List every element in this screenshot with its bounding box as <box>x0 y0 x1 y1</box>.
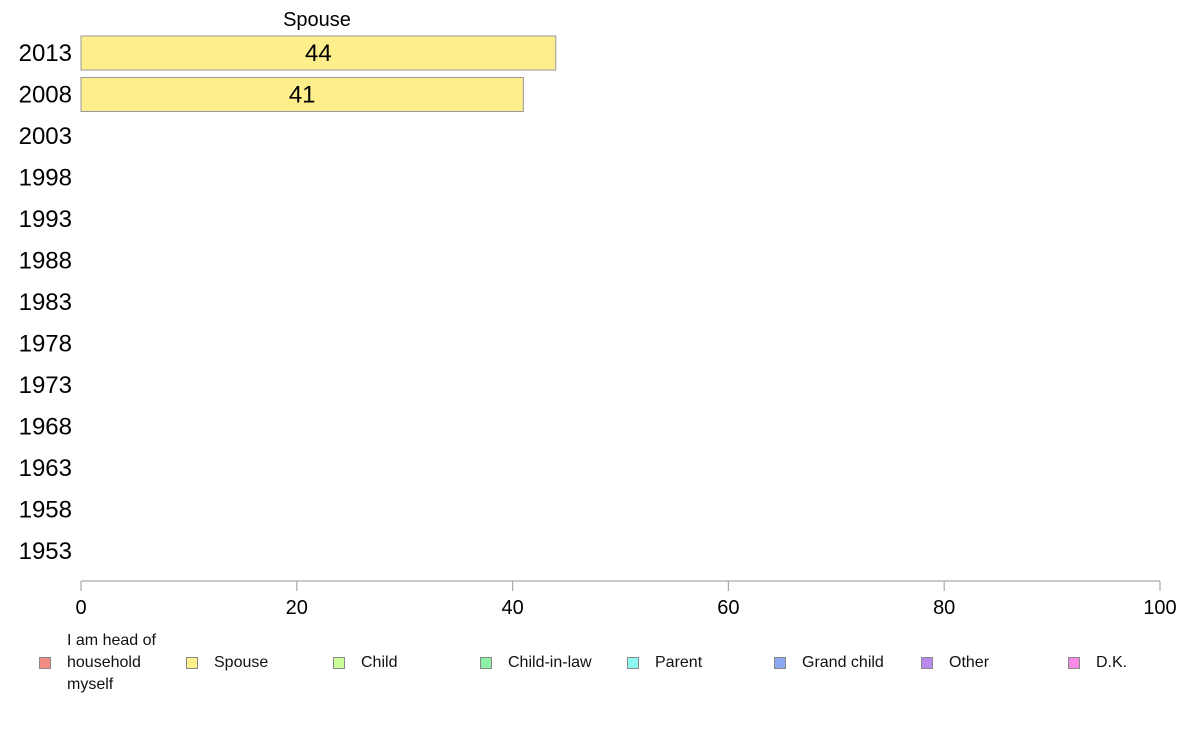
legend-item-parent: Parent <box>627 652 702 674</box>
bar <box>80 35 557 71</box>
y-tick-label: 1988 <box>19 248 72 275</box>
legend-label: D.K. <box>1096 654 1128 671</box>
x-tick-label: 0 <box>75 597 86 619</box>
y-tick-label: 2008 <box>19 82 72 109</box>
legend-swatch <box>921 657 933 669</box>
legend-item-grand-child: Grand child <box>774 652 884 674</box>
legend-label: Spouse <box>214 654 269 671</box>
x-tick-label: 100 <box>1143 597 1176 619</box>
legend: I am head of household myself Spouse Chi… <box>0 630 1188 700</box>
y-tick-label: 1973 <box>19 372 72 399</box>
legend-swatch <box>1068 657 1080 669</box>
y-tick-label: 2003 <box>19 123 72 150</box>
legend-swatch <box>333 657 345 669</box>
legend-item-spouse: Spouse <box>186 652 268 674</box>
legend-label: Child <box>361 654 398 671</box>
y-tick-label: 1958 <box>19 497 72 524</box>
legend-swatch <box>627 657 639 669</box>
y-tick-label: 2013 <box>19 40 72 67</box>
legend-item-dk: D.K. <box>1068 652 1127 674</box>
chart-title: Spouse <box>283 9 351 31</box>
x-tick-label: 80 <box>933 597 955 619</box>
y-tick-label: 1983 <box>19 289 72 316</box>
bar-chart: Spouse 44 41 2013 2008 2003 1998 1993 1988 1983… <box>19 9 1177 619</box>
y-tick-label: 1968 <box>19 414 72 441</box>
data-label: 41 <box>289 82 316 109</box>
legend-label: Other <box>949 654 990 671</box>
y-tick-label: 1953 <box>19 538 72 565</box>
legend-swatch <box>186 657 198 669</box>
y-tick-label: 1993 <box>19 206 72 233</box>
legend-item-child-in-law: Child-in-law <box>480 652 592 674</box>
legend-item-other: Other <box>921 652 989 674</box>
legend-label: Child-in-law <box>508 654 592 671</box>
bars-group: 44 41 <box>80 35 557 112</box>
legend-label: Grand child <box>802 654 884 671</box>
legend-swatch <box>480 657 492 669</box>
y-axis-labels: 2013 2008 2003 1998 1993 1988 1983 1978 1973 1968… <box>19 40 72 565</box>
legend-label: Parent <box>655 654 703 671</box>
y-tick-label: 1978 <box>19 331 72 358</box>
x-tick-label: 40 <box>501 597 523 619</box>
data-label: 44 <box>305 40 332 67</box>
legend-item-child: Child <box>333 652 397 674</box>
legend-swatch <box>39 657 51 669</box>
y-tick-label: 1998 <box>19 165 72 192</box>
legend-label: I am head of household myself <box>67 632 156 693</box>
legend-item-head: I am head of household myself <box>39 630 189 696</box>
x-axis-ticks: 0 20 40 60 80 100 <box>75 581 1177 619</box>
x-tick-label: 20 <box>286 597 308 619</box>
legend-swatch <box>774 657 786 669</box>
y-tick-label: 1963 <box>19 455 72 482</box>
x-tick-label: 60 <box>717 597 739 619</box>
bar <box>80 77 524 112</box>
